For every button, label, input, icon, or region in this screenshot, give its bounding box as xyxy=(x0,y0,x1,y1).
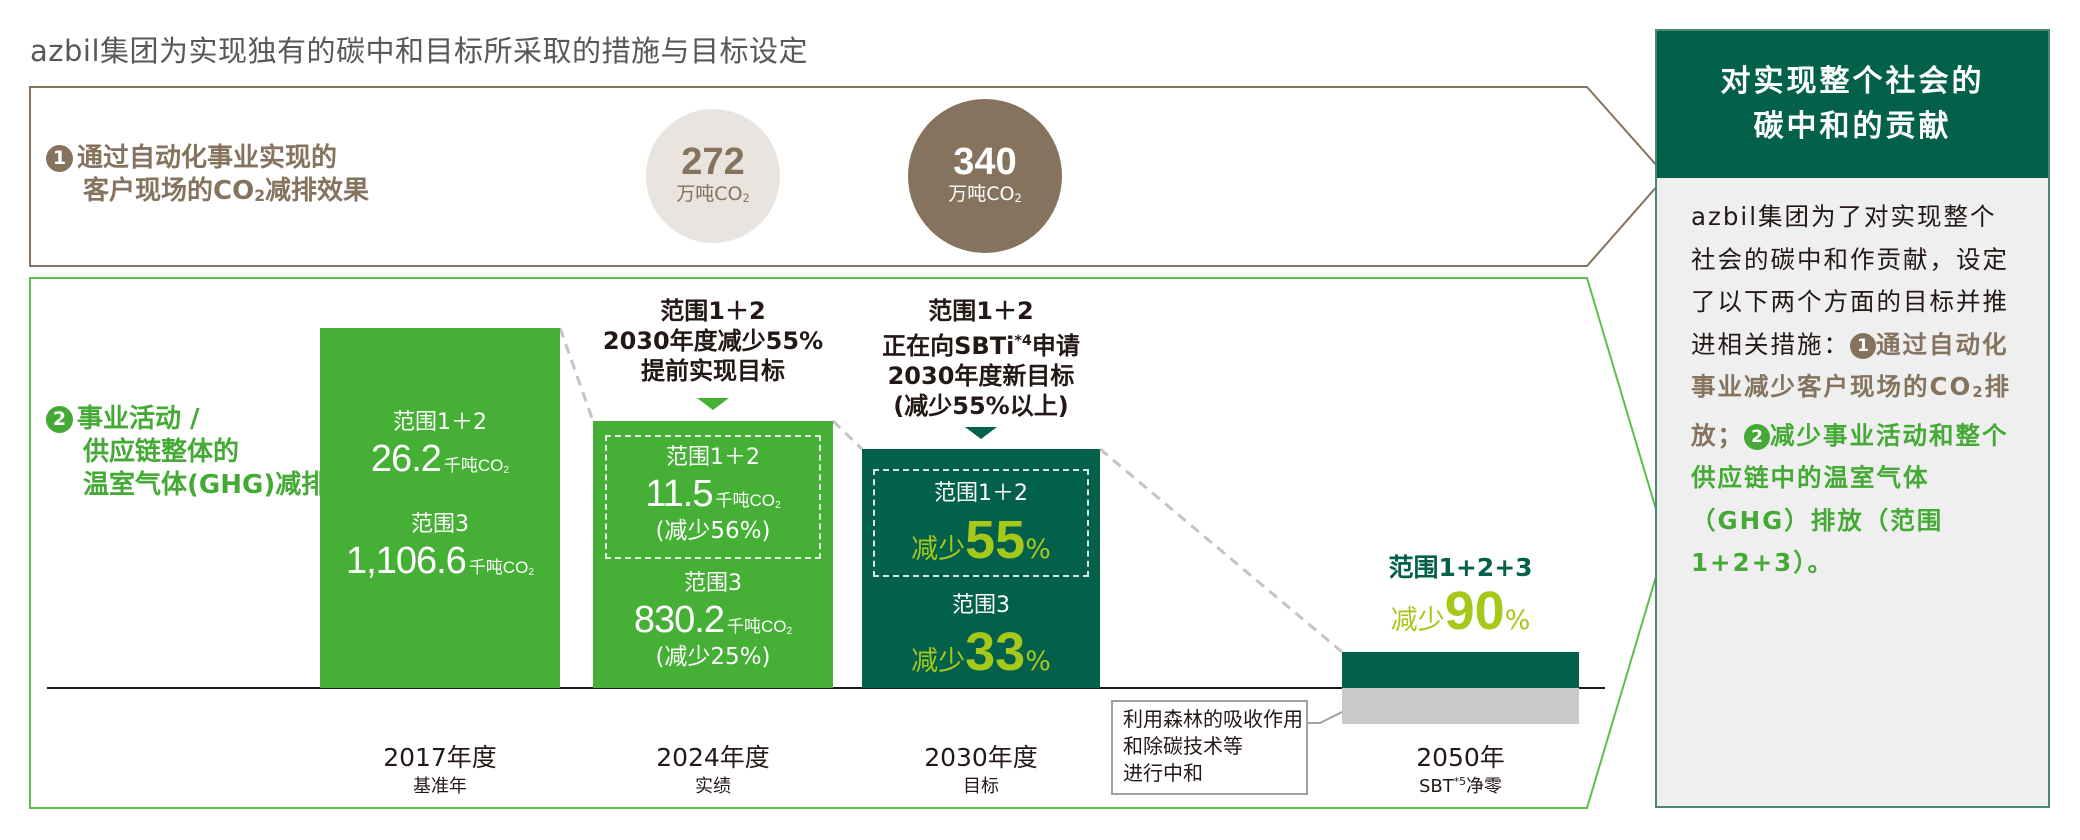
trend-connector xyxy=(558,327,595,422)
scope12-dashed-box xyxy=(605,435,821,559)
co2-circle-340: 340 万吨CO2 xyxy=(908,99,1062,253)
scope12-dashed-box xyxy=(873,469,1089,577)
axis-sub-2024: 实绩 xyxy=(695,776,731,797)
number-badge-2: 2 xyxy=(46,406,73,433)
scope3-value: 830.2 千吨CO2 xyxy=(633,599,793,641)
callout-pointer xyxy=(1308,711,1343,724)
section1-label: 1 通过自动化事业实现的 客户现场的CO2减排效果 xyxy=(46,142,369,213)
number-badge-1: 1 xyxy=(46,145,73,172)
bar-2024: 范围1＋2 11.5 千吨CO2 (减少56%) 范围3 830.2 千吨CO2 (… xyxy=(593,421,833,688)
trend-connector xyxy=(1099,447,1343,654)
scope3-label: 范围3 xyxy=(411,512,469,537)
section1-label-line2: 客户现场的CO2减排效果 xyxy=(83,176,370,206)
axis-sub-2017: 基准年 xyxy=(413,776,467,797)
axis-sub-2050: SBT*5净零 xyxy=(1418,775,1503,797)
bar-2030: 范围1＋2 减少55% 范围3 减少33% xyxy=(862,449,1100,688)
scope123-reduction: 减少90% xyxy=(1390,581,1531,641)
down-arrow-icon xyxy=(965,427,997,439)
panel-title: 对实现整个社会的 碳中和的贡献 xyxy=(1657,31,2048,178)
down-arrow-icon xyxy=(697,398,729,410)
section2-label: 2 事业活动 / 供应链整体的 温室气体(GHG)减排 xyxy=(46,403,327,502)
heading-2024: 范围1＋2 2030年度减少55% 提前实现目标 xyxy=(602,297,824,385)
axis-label-2017: 2017年度 xyxy=(383,743,497,772)
trend-connector xyxy=(831,419,864,451)
circle-value: 340 xyxy=(953,141,1017,183)
axis-sub-2030: 目标 xyxy=(963,776,999,797)
section2-arrow-frame xyxy=(29,277,1668,809)
scope123-label: 范围1+2+3 xyxy=(1388,553,1533,582)
scope12-value: 26.2 千吨CO2 xyxy=(370,438,510,480)
contribution-panel: 对实现整个社会的 碳中和的贡献 azbil集团为了对实现整个社会的碳中和作贡献，… xyxy=(1655,29,2050,808)
axis-label-2030: 2030年度 xyxy=(924,743,1038,772)
section1-arrow-frame xyxy=(29,86,1668,267)
neutralization-callout: 利用森林的吸收作用 和除碳技术等 进行中和 xyxy=(1111,700,1308,795)
scope12-label: 范围1＋2 xyxy=(393,410,487,435)
circle-unit: 万吨CO2 xyxy=(676,183,750,205)
scope12-reduction: 减少55% xyxy=(911,510,1051,570)
bar-2050-offset xyxy=(1342,688,1579,724)
page-title: azbil集团为实现独有的碳中和目标所采取的措施与目标设定 xyxy=(30,34,809,68)
scope3-value: 1,106.6 千吨CO2 xyxy=(346,540,534,582)
circle-value: 272 xyxy=(681,141,745,183)
number-badge-2: 2 xyxy=(1744,423,1770,450)
axis-label-2050: 2050年 xyxy=(1416,743,1505,772)
axis-label-2024: 2024年度 xyxy=(656,743,770,772)
section1-label-line1: 通过自动化事业实现的 xyxy=(77,143,338,173)
co2-circle-272: 272 万吨CO2 xyxy=(646,109,780,243)
scope3-reduction: 减少33% xyxy=(911,622,1051,682)
bar-2050 xyxy=(1342,652,1579,688)
scope12-value: 11.5 千吨CO2 xyxy=(645,473,781,515)
heading-2030: 范围1＋2 正在向SBTi*4申请 2030年度新目标 (减少55%以上) xyxy=(882,297,1080,420)
circle-unit: 万吨CO2 xyxy=(948,183,1022,205)
bar-2017: 范围1＋2 26.2 千吨CO2 范围3 1,106.6 千吨CO2 xyxy=(320,328,560,688)
number-badge-1: 1 xyxy=(1850,332,1876,359)
panel-body: azbil集团为了对实现整个社会的碳中和作贡献，设定了以下两个方面的目标并推进相… xyxy=(1691,202,2012,577)
